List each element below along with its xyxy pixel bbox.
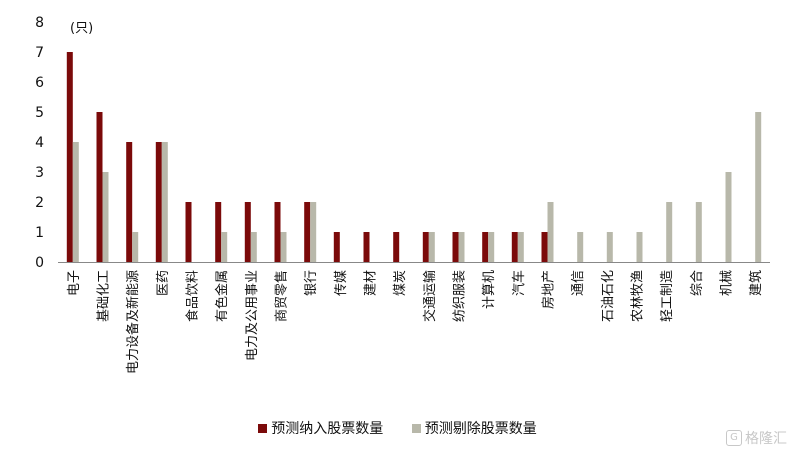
- x-category-label: 电力设备及新能源: [125, 270, 141, 374]
- x-category-label: 医药: [156, 270, 171, 296]
- bar-excluded: [666, 202, 673, 262]
- y-unit-label: (只): [70, 21, 93, 36]
- y-tick-label: 7: [35, 45, 44, 61]
- x-category-label: 电子: [67, 270, 82, 296]
- bar-excluded: [458, 232, 465, 262]
- x-category-label: 轻工制造: [660, 270, 675, 322]
- y-tick-label: 8: [35, 15, 44, 31]
- bars: [66, 52, 762, 262]
- bar-excluded: [577, 232, 584, 262]
- legend: 预测纳入股票数量 预测剔除股票数量: [0, 418, 795, 438]
- bar-included: [422, 232, 429, 262]
- y-tick-label: 4: [35, 135, 44, 151]
- bar-excluded: [310, 202, 317, 262]
- x-category-label: 银行: [304, 270, 319, 296]
- bar-excluded: [725, 172, 732, 262]
- x-category-label: 传媒: [334, 270, 349, 296]
- bar-included: [393, 232, 400, 262]
- legend-swatch-excluded: [411, 423, 421, 433]
- bar-excluded: [606, 232, 613, 262]
- x-category-label: 建筑: [748, 270, 764, 296]
- bar-excluded: [250, 232, 257, 262]
- bar-chart: (只) 0 1 2 3 4 5 6 7 8 电子 基础化工 电力设备及新能源 医药 食品饮料 有色金属 电力…: [35, 15, 770, 374]
- bar-included: [541, 232, 548, 262]
- legend-label-excluded: 预测剔除股票数量: [424, 421, 537, 437]
- bar-excluded: [161, 142, 168, 262]
- bar-excluded: [517, 232, 524, 262]
- legend-item-included: 预测纳入股票数量: [258, 418, 383, 438]
- bar-included: [333, 232, 340, 262]
- x-category-label: 电力及公用事业: [245, 270, 260, 361]
- x-category-label: 商贸零售: [274, 270, 290, 322]
- bar-included: [244, 202, 251, 262]
- legend-item-excluded: 预测剔除股票数量: [411, 418, 537, 438]
- x-category-label: 汽车: [511, 270, 527, 296]
- x-category-label: 煤炭: [393, 270, 408, 296]
- bar-excluded: [547, 202, 554, 262]
- bar-excluded: [636, 232, 643, 262]
- x-axis-categories: 电子 基础化工 电力设备及新能源 医药 食品饮料 有色金属 电力及公用事业 商贸零售 银行 传媒建…: [67, 270, 764, 374]
- y-tick-label: 1: [35, 225, 44, 241]
- bar-included: [482, 232, 489, 262]
- bar-included: [274, 202, 281, 262]
- watermark-text: 格隆汇: [745, 431, 787, 447]
- bar-included: [363, 232, 370, 262]
- bar-included: [511, 232, 518, 262]
- bar-excluded: [280, 232, 287, 262]
- y-tick-label: 0: [35, 255, 44, 271]
- x-category-label: 农林牧渔: [631, 270, 646, 322]
- bar-excluded: [102, 172, 109, 262]
- watermark-logo-icon: G: [726, 430, 742, 446]
- bar-included: [452, 232, 459, 262]
- bar-excluded: [488, 232, 495, 262]
- x-category-label: 机械: [720, 270, 735, 296]
- bar-excluded: [132, 232, 139, 262]
- x-category-label: 食品饮料: [185, 270, 201, 322]
- x-category-label: 建材: [364, 270, 379, 296]
- legend-swatch-included: [258, 423, 268, 433]
- x-category-label: 交通运输: [422, 270, 438, 322]
- bar-excluded: [428, 232, 435, 262]
- x-category-label: 房地产: [541, 270, 557, 309]
- bar-included: [126, 142, 133, 262]
- bar-excluded: [72, 142, 79, 262]
- y-tick-label: 2: [35, 195, 44, 211]
- x-category-label: 综合: [690, 270, 705, 296]
- y-axis-ticks: 0 1 2 3 4 5 6 7 8: [35, 15, 44, 271]
- legend-label-included: 预测纳入股票数量: [271, 421, 384, 437]
- bar-excluded: [755, 112, 762, 262]
- bar-excluded: [221, 232, 228, 262]
- y-tick-label: 6: [35, 75, 44, 91]
- bar-included: [96, 112, 103, 262]
- bar-included: [185, 202, 192, 262]
- y-tick-label: 3: [35, 165, 44, 181]
- bar-excluded: [695, 202, 702, 262]
- x-category-label: 石油石化: [601, 270, 616, 322]
- watermark: G 格隆汇: [726, 428, 787, 448]
- bar-included: [155, 142, 162, 262]
- bar-included: [304, 202, 311, 262]
- bar-included: [66, 52, 73, 262]
- bar-included: [215, 202, 222, 262]
- x-category-label: 通信: [571, 270, 586, 296]
- x-category-label: 纺织服装: [453, 270, 468, 322]
- x-category-label: 计算机: [482, 270, 497, 309]
- y-tick-label: 5: [35, 105, 44, 121]
- x-category-label: 基础化工: [97, 270, 112, 322]
- x-category-label: 有色金属: [214, 270, 230, 322]
